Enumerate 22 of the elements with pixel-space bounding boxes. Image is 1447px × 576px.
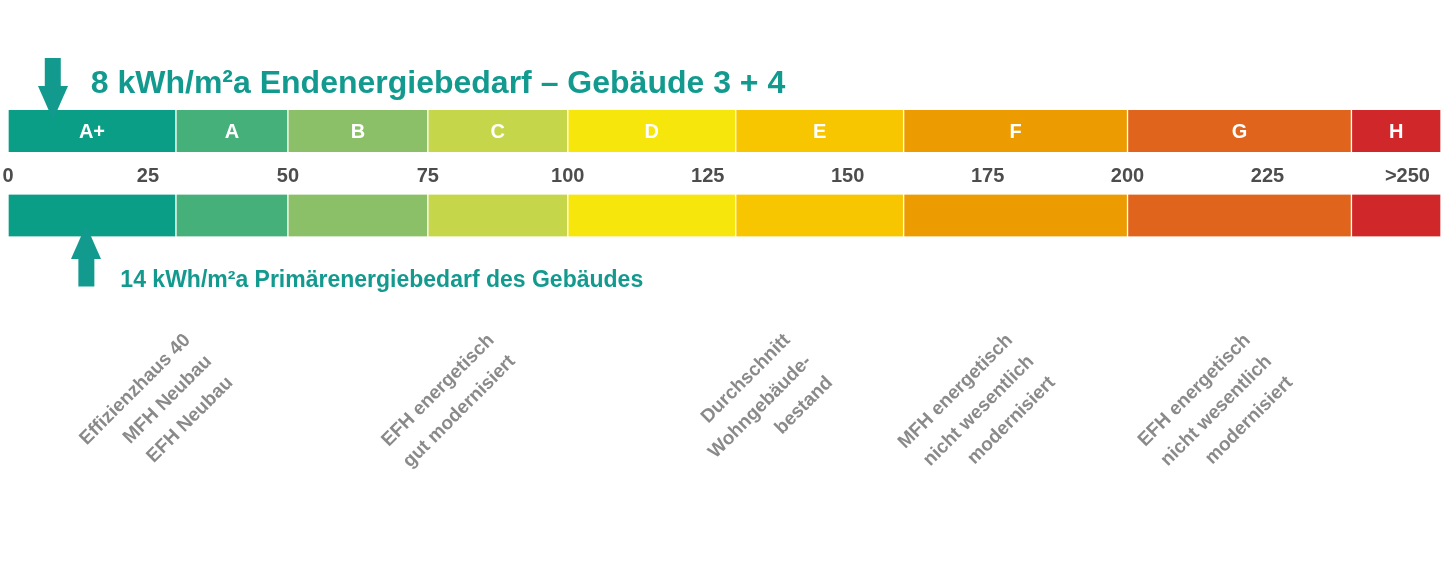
series-label: F — [1009, 119, 1022, 142]
series-label: C — [490, 119, 506, 142]
series-label: H — [1388, 119, 1404, 142]
x-tick-label: 200 — [1110, 163, 1145, 186]
series-label: A+ — [78, 119, 106, 142]
series-label: E — [812, 119, 827, 142]
x-tick-label: >250 — [1384, 163, 1430, 186]
x-tick-label: 225 — [1250, 163, 1285, 186]
series-label: A — [224, 119, 240, 142]
series-label: D — [644, 119, 659, 142]
x-tick-label: 175 — [970, 163, 1005, 186]
x-tick-label: 75 — [416, 163, 439, 186]
x-tick-label: 150 — [830, 163, 865, 186]
x-tick-label: 100 — [551, 163, 585, 186]
x-tick-label: 0 — [2, 163, 14, 186]
ref-line-label: 8 kWh/m²a Endenergiebedarf – Gebäude 3 + 4 — [90, 64, 786, 100]
x-tick-label: 125 — [691, 163, 725, 186]
series-label: G — [1231, 119, 1248, 142]
x-tick-label: 25 — [136, 163, 160, 186]
ref-line-label: 14 kWh/m²a Primärenergiebedarf des Gebäudes — [120, 265, 644, 292]
series-label: B — [350, 119, 366, 142]
x-tick-label: 50 — [276, 163, 300, 186]
